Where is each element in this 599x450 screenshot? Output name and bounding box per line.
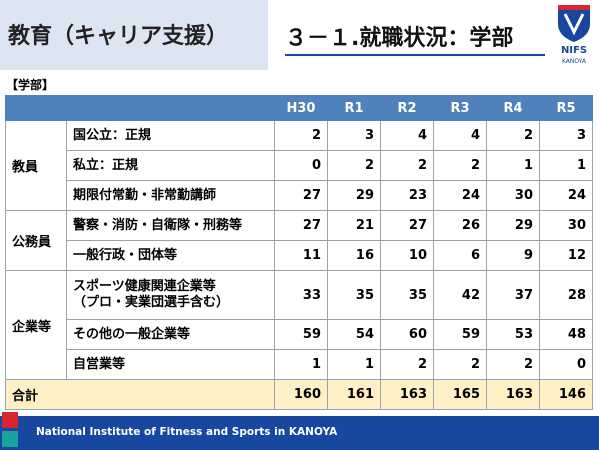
cell-value: 42	[433, 270, 487, 320]
cell-value: 9	[486, 240, 540, 271]
cell-value: 60	[380, 319, 434, 350]
cell-value: 29	[486, 210, 540, 241]
cell-value: 10	[380, 240, 434, 271]
cell-value: 6	[433, 240, 487, 271]
logo-place: KANOYA	[562, 58, 587, 65]
cell-value: 24	[433, 180, 487, 211]
title-box: 教育（キャリア支援）	[0, 0, 268, 70]
group-label: 公務員	[5, 210, 67, 271]
cell-value: 3	[539, 120, 593, 151]
cell-value: 2	[433, 349, 487, 380]
row: 期限付常勤・非常勤講師 27 29 23 24 30 24	[6, 180, 593, 211]
cell-value: 21	[327, 210, 381, 241]
cell-value: 26	[433, 210, 487, 241]
row: その他の一般企業等 59 54 60 59 53 48	[6, 319, 593, 350]
cell-value: 3	[327, 120, 381, 151]
section-label: 【学部】	[6, 78, 55, 92]
subtitle: ３－１.就職状況：学部	[285, 20, 545, 56]
column-header: R1	[327, 95, 381, 121]
total-value: 163	[380, 379, 434, 410]
cell-value: 2	[274, 120, 328, 151]
total-value: 165	[433, 379, 487, 410]
row-label: 期限付常勤・非常勤講師	[66, 180, 275, 211]
logo: NIFS KANOYA	[558, 5, 590, 65]
cell-value: 27	[274, 210, 328, 241]
cell-value: 4	[433, 120, 487, 151]
row: 自営業等 1 1 2 2 2 0	[6, 349, 593, 380]
row-label: 警察・消防・自衛隊・刑務等	[66, 210, 275, 241]
cell-value: 24	[539, 180, 593, 211]
cell-value: 29	[327, 180, 381, 211]
cell-value: 1	[327, 349, 381, 380]
row: 公務員 警察・消防・自衛隊・刑務等 27 21 27 26 29 30	[5, 210, 593, 271]
cell-value: 2	[327, 150, 381, 181]
column-header: R3	[433, 95, 487, 121]
cell-value: 2	[486, 349, 540, 380]
column-header: H30	[274, 95, 328, 121]
row-label: 国公立：正規	[66, 120, 275, 151]
cell-value: 27	[274, 180, 328, 211]
cell-value: 2	[380, 349, 434, 380]
cell-value: 53	[486, 319, 540, 350]
cell-value: 37	[486, 270, 540, 320]
footer-squares	[2, 412, 18, 447]
total-value: 160	[274, 379, 328, 410]
cell-value: 48	[539, 319, 593, 350]
cell-value: 59	[433, 319, 487, 350]
cell-value: 35	[380, 270, 434, 320]
cell-value: 23	[380, 180, 434, 211]
row-label: スポーツ健康関連企業等 （プロ・実業団選手含む）	[66, 270, 275, 320]
cell-value: 54	[327, 319, 381, 350]
footer-text: National Institute of Fitness and Sports…	[36, 426, 338, 438]
total-label: 合計	[5, 379, 275, 410]
cell-value: 1	[274, 349, 328, 380]
total-value: 161	[327, 379, 381, 410]
employment-table: H30 R1 R2 R3 R4 R5 教員 国公立：正規 2 3 4 4 2 3 私立：正規 0 2 2 2 1 1 期限…	[5, 95, 593, 410]
total-row: 合計 160 161 163 165 163 146	[5, 379, 593, 410]
column-header: R5	[539, 95, 593, 121]
cell-value: 59	[274, 319, 328, 350]
total-value: 146	[539, 379, 593, 410]
cell-value: 11	[274, 240, 328, 271]
cell-value: 28	[539, 270, 593, 320]
cell-value: 2	[380, 150, 434, 181]
cell-value: 0	[539, 349, 593, 380]
header-blank	[5, 95, 275, 121]
column-header: R2	[380, 95, 434, 121]
cell-value: 1	[539, 150, 593, 181]
cell-value: 30	[486, 180, 540, 211]
row: 私立：正規 0 2 2 2 1 1	[6, 150, 593, 181]
row: 企業等 スポーツ健康関連企業等 （プロ・実業団選手含む） 33 35 35 42 37 28	[5, 270, 593, 380]
cell-value: 2	[433, 150, 487, 181]
cell-value: 33	[274, 270, 328, 320]
cell-value: 1	[486, 150, 540, 181]
cell-value: 16	[327, 240, 381, 271]
header-row: H30 R1 R2 R3 R4 R5	[5, 95, 593, 121]
cell-value: 12	[539, 240, 593, 271]
cell-value: 0	[274, 150, 328, 181]
row-label: 自営業等	[66, 349, 275, 380]
group-label: 教員	[5, 120, 67, 211]
row-label: その他の一般企業等	[66, 319, 275, 350]
footer-bar: National Institute of Fitness and Sports…	[0, 412, 599, 450]
column-header: R4	[486, 95, 540, 121]
row-label: 一般行政・団体等	[66, 240, 275, 271]
cell-value: 27	[380, 210, 434, 241]
row: 教員 国公立：正規 2 3 4 4 2 3	[5, 120, 593, 211]
group-label: 企業等	[5, 270, 67, 380]
row-label: 私立：正規	[66, 150, 275, 181]
cell-value: 2	[486, 120, 540, 151]
title: 教育（キャリア支援）	[8, 24, 229, 49]
cell-value: 35	[327, 270, 381, 320]
cell-value: 30	[539, 210, 593, 241]
logo-name: NIFS	[561, 45, 587, 56]
cell-value: 4	[380, 120, 434, 151]
row: 一般行政・団体等 11 16 10 6 9 12	[6, 240, 593, 271]
total-value: 163	[486, 379, 540, 410]
